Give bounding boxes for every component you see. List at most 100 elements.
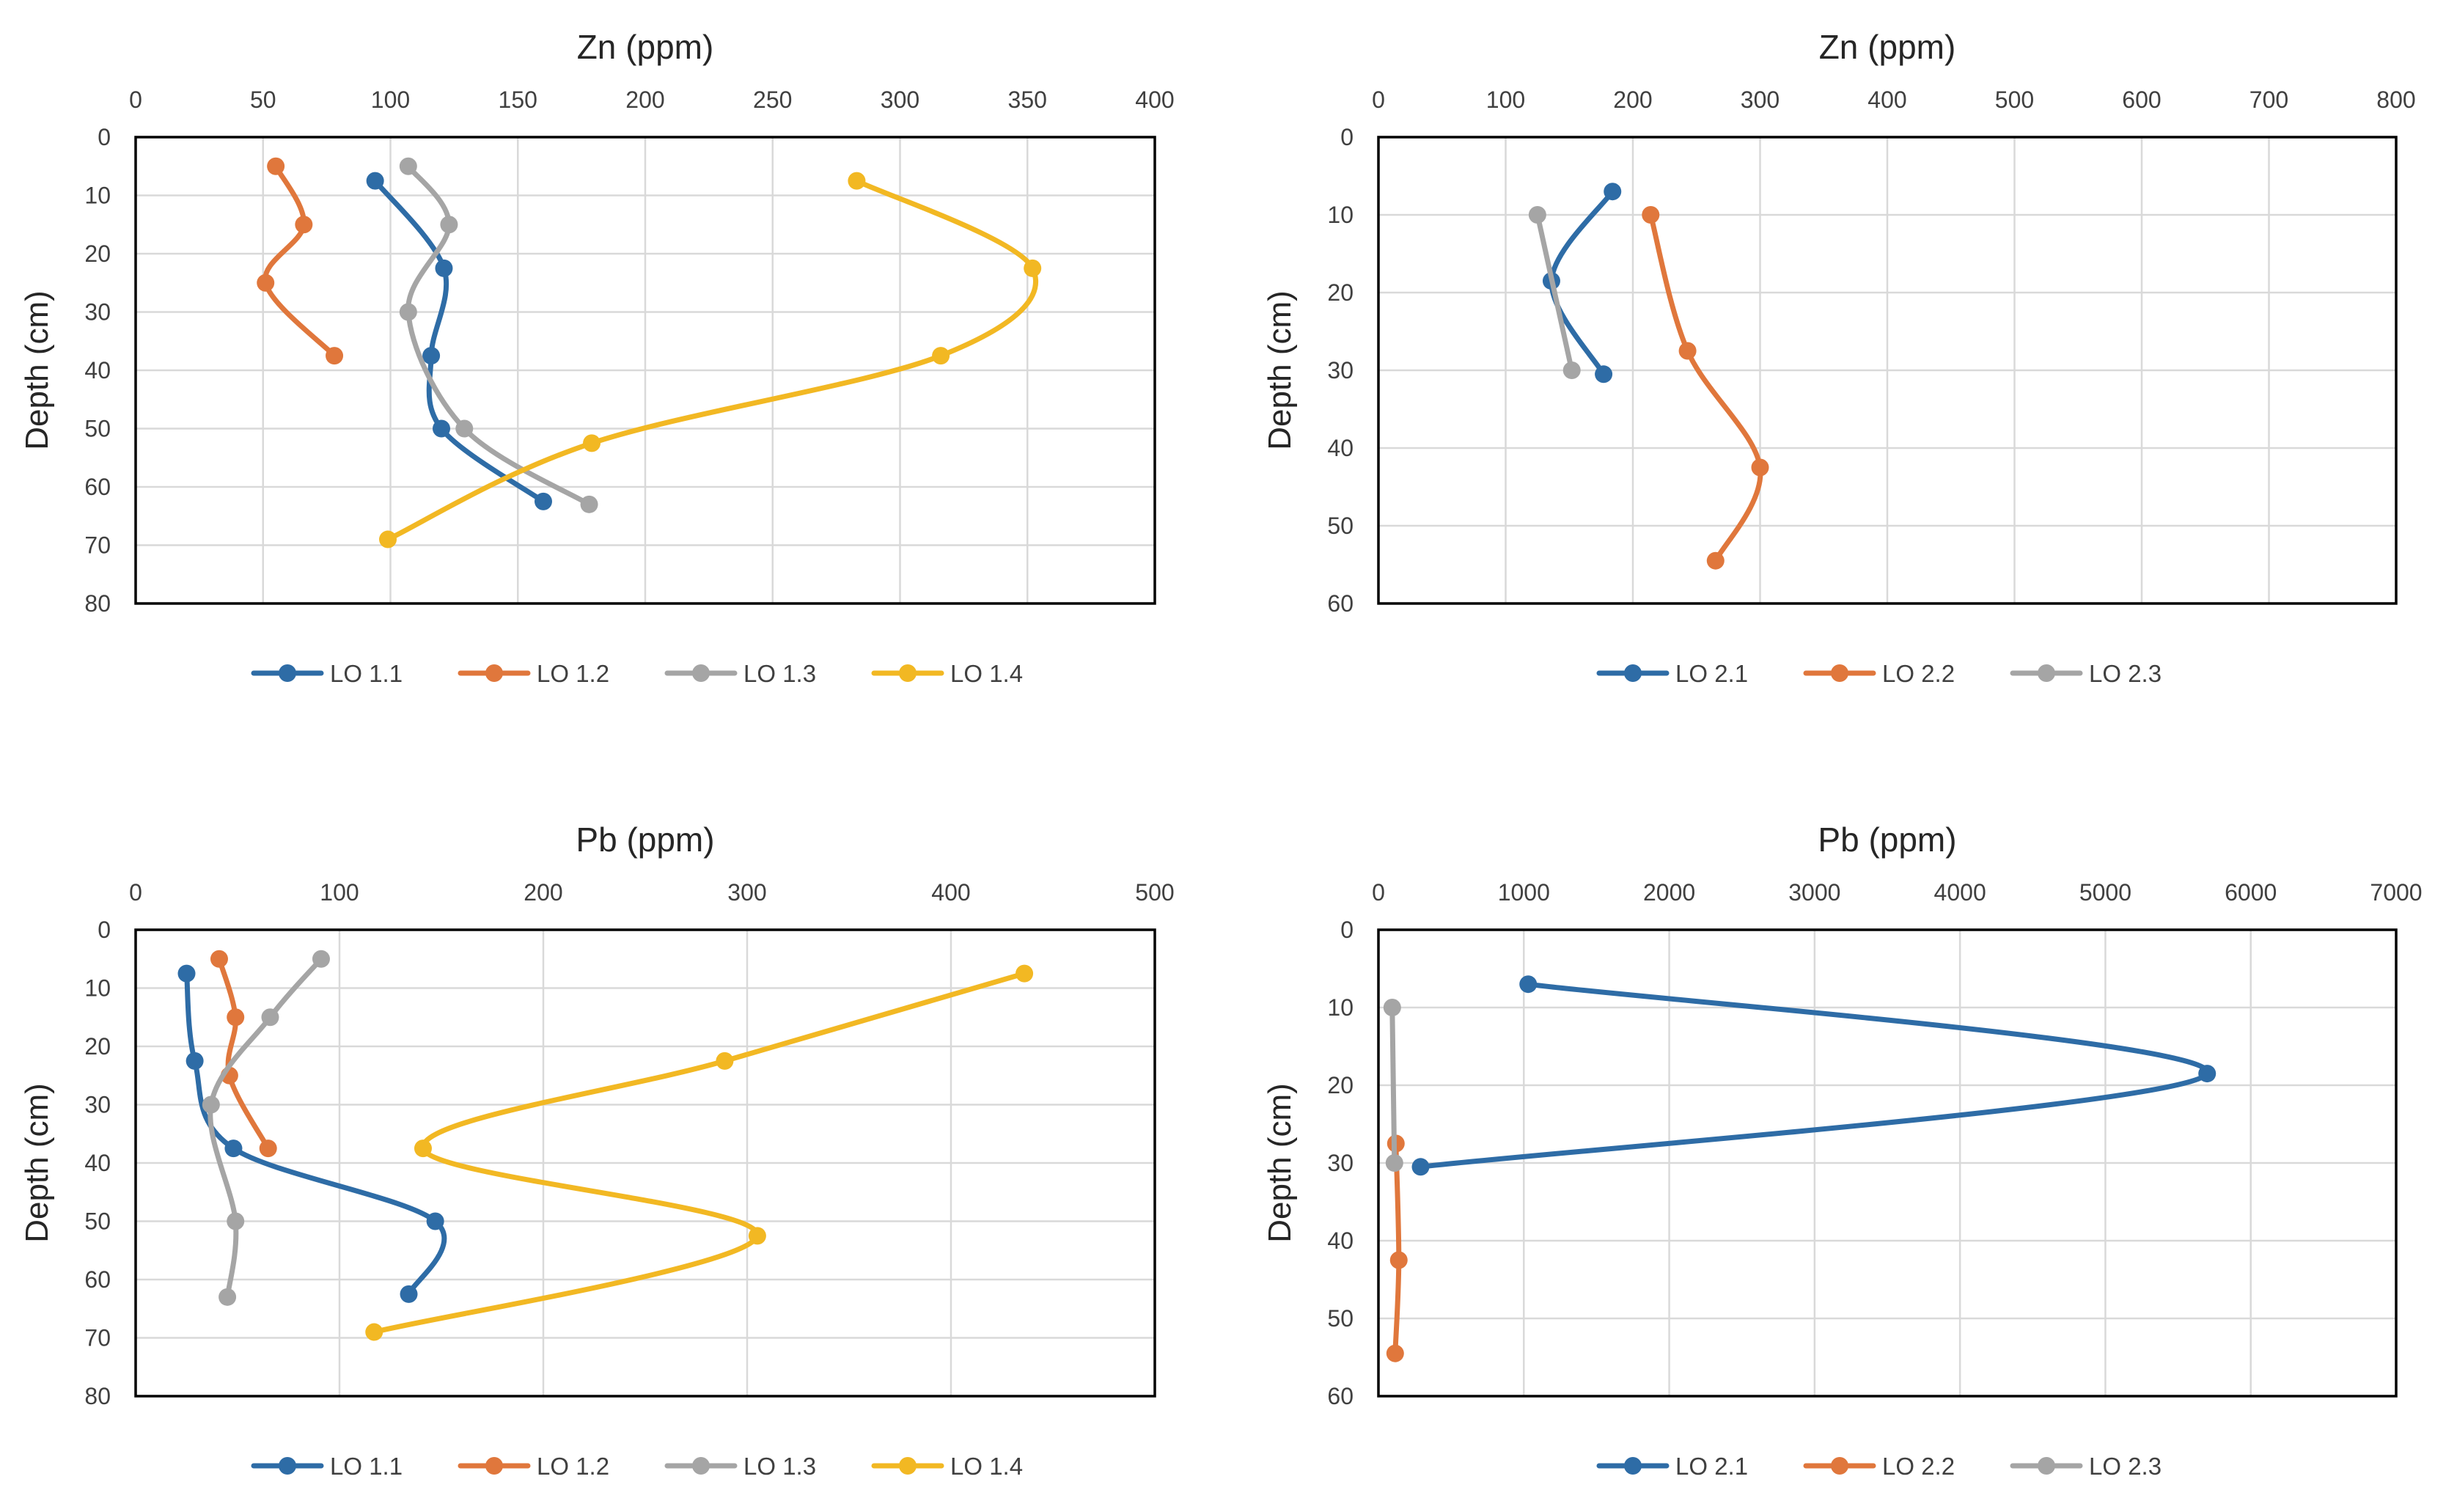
legend-swatch-marker	[485, 1457, 503, 1475]
legend-item-lo-2-1[interactable]: LO 2.1	[1596, 660, 1748, 687]
x-tick-label: 0	[129, 879, 142, 906]
legend-item-lo-2-3[interactable]: LO 2.3	[2010, 1453, 2162, 1480]
x-tick-label: 800	[2376, 87, 2415, 113]
legend-label: LO 2.3	[2089, 1453, 2162, 1480]
legend-item-lo-2-1[interactable]: LO 2.1	[1596, 1453, 1748, 1480]
x-tick-label: 0	[1372, 879, 1385, 906]
data-point-lo-1-4	[1016, 964, 1034, 983]
legend-label: LO 1.2	[537, 1453, 609, 1480]
x-tick-label: 200	[524, 879, 562, 906]
legend-swatch-marker	[1831, 1457, 1848, 1475]
series-line-lo-1-4	[371, 971, 1027, 1335]
legend-item-lo-1-4[interactable]: LO 1.4	[871, 660, 1023, 687]
legend-item-lo-2-3[interactable]: LO 2.3	[2010, 660, 2162, 687]
data-point-lo-1-4	[414, 1139, 432, 1158]
y-tick-label: 50	[1327, 513, 1354, 539]
data-point-lo-1-1	[186, 1052, 204, 1070]
plot-frame	[1377, 928, 2398, 1398]
series-line-lo-2-2	[1648, 212, 1763, 564]
data-point-lo-1-3	[455, 419, 474, 438]
x-tick-label: 600	[2122, 87, 2161, 113]
data-point-lo-2-2	[1386, 1344, 1404, 1362]
data-point-lo-1-4	[932, 347, 950, 365]
x-tick-label: 5000	[2079, 879, 2131, 906]
data-point-lo-2-3	[1383, 999, 1401, 1016]
legend-item-lo-1-3[interactable]: LO 1.3	[664, 660, 816, 687]
series-line-lo-1-2	[262, 164, 337, 359]
legend-item-lo-1-2[interactable]: LO 1.2	[458, 660, 609, 687]
y-tick-label: 80	[84, 590, 111, 617]
x-tick-label: 200	[1613, 87, 1652, 113]
data-point-lo-1-3	[202, 1096, 220, 1114]
x-tick-label: 300	[1741, 87, 1780, 113]
data-point-lo-1-4	[748, 1227, 766, 1245]
y-tick-label: 20	[1327, 279, 1354, 306]
series-line-lo-1-4	[385, 178, 1038, 543]
legend-label: LO 2.2	[1882, 660, 1955, 687]
y-tick-label: 30	[84, 299, 111, 326]
series-line-lo-1-2	[216, 956, 271, 1151]
plot-frame	[134, 136, 1156, 605]
data-point-lo-1-2	[210, 950, 228, 968]
chart-title: Pb (ppm)	[1818, 821, 1956, 859]
legend-label: LO 2.1	[1675, 1453, 1748, 1480]
legend-swatch-marker	[692, 664, 710, 682]
data-point-lo-1-4	[848, 172, 866, 190]
legend: LO 1.1 LO 1.2 LO 1.3 LO 1.4	[251, 1453, 1023, 1480]
y-tick-label: 10	[84, 183, 111, 209]
x-tick-label: 400	[931, 879, 970, 906]
legend-item-lo-1-4[interactable]: LO 1.4	[871, 1453, 1023, 1480]
legend-item-lo-1-2[interactable]: LO 1.2	[458, 1453, 609, 1480]
chart-title: Pb (ppm)	[576, 821, 714, 859]
data-point-lo-1-3	[312, 950, 330, 968]
y-tick-label: 30	[1327, 1150, 1354, 1176]
x-tick-label: 1000	[1498, 879, 1550, 906]
data-point-lo-1-1	[224, 1139, 243, 1158]
legend-item-lo-1-1[interactable]: LO 1.1	[251, 660, 403, 687]
data-point-lo-1-4	[583, 434, 601, 452]
y-tick-label: 60	[84, 474, 111, 500]
x-tick-label: 700	[2249, 87, 2288, 113]
data-point-lo-1-1	[422, 347, 441, 365]
legend-label: LO 1.3	[743, 660, 816, 687]
y-axis-label: Depth (cm)	[19, 290, 55, 450]
data-point-lo-1-2	[326, 347, 344, 365]
y-tick-label: 10	[1327, 202, 1354, 228]
series-line-lo-2-3	[1389, 1005, 1398, 1166]
y-tick-label: 80	[84, 1383, 111, 1409]
legend-label: LO 1.1	[330, 1453, 403, 1480]
x-tick-label: 400	[1135, 87, 1174, 113]
series-line-lo-2-3	[1535, 212, 1575, 373]
y-tick-label: 40	[84, 1150, 111, 1176]
y-tick-label: 0	[98, 917, 111, 943]
chart-title: Zn (ppm)	[1819, 28, 1956, 66]
chart-panel-zn-group2: 0 100 200 300 400 500 600 700 800 0 10 20 30 40 50 60 Zn…	[1262, 28, 2416, 687]
legend-item-lo-2-2[interactable]: LO 2.2	[1803, 660, 1955, 687]
series-line-lo-1-3	[405, 164, 592, 507]
plot-frame	[1377, 136, 2398, 605]
data-point-lo-1-4	[365, 1323, 383, 1341]
y-tick-label: 70	[84, 1325, 111, 1351]
series-line-lo-2-1	[1549, 188, 1615, 377]
data-point-lo-1-2	[227, 1008, 245, 1027]
x-tick-label: 50	[250, 87, 276, 113]
legend-swatch-marker	[2038, 1457, 2055, 1475]
y-tick-label: 50	[84, 416, 111, 442]
legend-item-lo-2-2[interactable]: LO 2.2	[1803, 1453, 1955, 1480]
y-tick-label: 10	[84, 975, 111, 1002]
data-point-lo-1-3	[261, 1008, 279, 1027]
y-tick-label: 20	[1327, 1072, 1354, 1098]
legend-label: LO 2.3	[2089, 660, 2162, 687]
data-point-lo-1-2	[259, 1139, 277, 1158]
x-tick-label: 100	[1486, 87, 1525, 113]
y-tick-label: 20	[84, 1033, 111, 1060]
data-point-lo-2-1	[2198, 1065, 2217, 1083]
data-point-lo-1-2	[295, 216, 313, 234]
legend-item-lo-1-1[interactable]: LO 1.1	[251, 1453, 403, 1480]
x-tick-label: 500	[1995, 87, 2034, 113]
data-point-lo-1-1	[435, 259, 453, 277]
legend-label: LO 1.4	[950, 1453, 1023, 1480]
legend-item-lo-1-3[interactable]: LO 1.3	[664, 1453, 816, 1480]
y-tick-label: 40	[1327, 435, 1354, 461]
